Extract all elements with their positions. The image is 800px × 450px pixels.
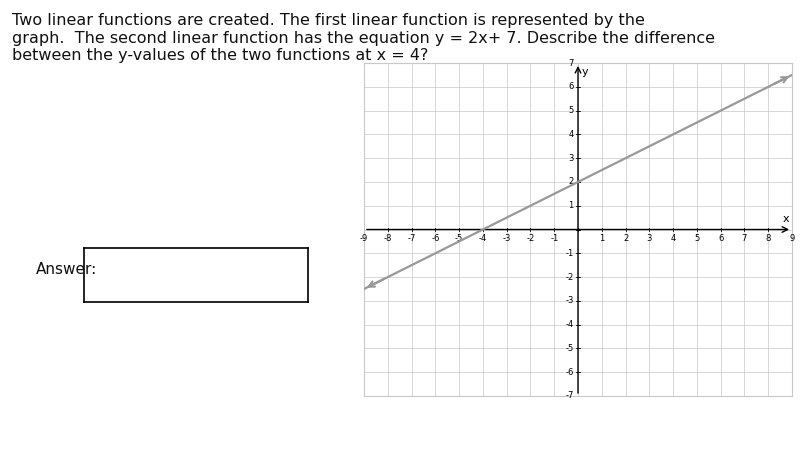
Text: -3: -3 (566, 297, 574, 306)
Text: 9: 9 (790, 234, 794, 243)
Text: -8: -8 (383, 234, 392, 243)
Text: 3: 3 (568, 153, 574, 162)
Text: Two linear functions are created. The first linear function is represented by th: Two linear functions are created. The fi… (12, 14, 715, 63)
Text: 6: 6 (568, 82, 574, 91)
Text: -6: -6 (431, 234, 439, 243)
Text: 5: 5 (569, 106, 574, 115)
Text: 1: 1 (599, 234, 605, 243)
Text: -6: -6 (566, 368, 574, 377)
Text: -9: -9 (360, 234, 368, 243)
Text: -1: -1 (550, 234, 558, 243)
Text: x: x (783, 214, 790, 224)
Text: -5: -5 (566, 344, 574, 353)
Text: 3: 3 (646, 234, 652, 243)
Text: 6: 6 (718, 234, 723, 243)
Text: -7: -7 (566, 392, 574, 400)
Text: 7: 7 (742, 234, 747, 243)
Text: 4: 4 (569, 130, 574, 139)
Text: -2: -2 (566, 273, 574, 282)
Text: -7: -7 (407, 234, 416, 243)
Text: 2: 2 (569, 177, 574, 186)
Text: -1: -1 (566, 249, 574, 258)
Text: 5: 5 (694, 234, 699, 243)
Text: -2: -2 (526, 234, 534, 243)
Text: 4: 4 (670, 234, 676, 243)
Text: 1: 1 (569, 201, 574, 210)
Text: y: y (582, 67, 588, 76)
Text: -5: -5 (455, 234, 463, 243)
Text: -4: -4 (566, 320, 574, 329)
Text: -4: -4 (478, 234, 487, 243)
Text: 2: 2 (623, 234, 628, 243)
Text: Answer:: Answer: (36, 262, 98, 278)
Text: 7: 7 (568, 58, 574, 68)
Text: -3: -3 (502, 234, 511, 243)
Text: 8: 8 (766, 234, 771, 243)
